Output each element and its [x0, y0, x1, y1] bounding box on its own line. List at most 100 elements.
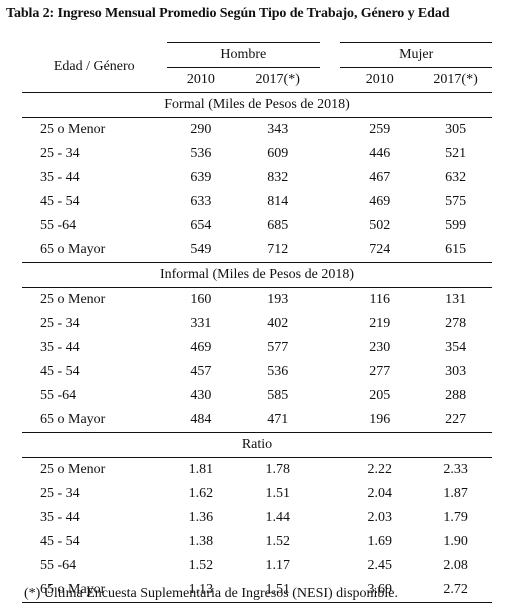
value-cell: 1.62 [188, 486, 214, 501]
age-label: 35 - 44 [40, 340, 80, 355]
table-row: 35 - 44 469 577 230 354 [22, 336, 492, 360]
value-cell: 3.69 [340, 578, 420, 603]
value-cell: 205 [369, 388, 391, 403]
value-cell: 131 [445, 292, 467, 307]
value-cell: 575 [445, 194, 467, 209]
year-header: 2010 [340, 67, 420, 93]
row-label-header: Edad / Género [22, 42, 167, 93]
value-cell: 1.36 [188, 510, 214, 525]
value-cell: 446 [369, 146, 391, 161]
age-label: 25 o Menor [40, 292, 106, 307]
value-cell: 1.78 [265, 462, 290, 477]
age-label: 45 - 54 [40, 194, 80, 209]
value-cell: 536 [267, 364, 289, 379]
table-row: 25 o Menor 160 193 116 131 [22, 288, 492, 313]
age-label: 45 - 54 [40, 534, 80, 549]
value-cell: 615 [445, 242, 467, 257]
value-cell: 277 [369, 364, 391, 379]
table-row: 65 o Mayor 484 471 196 227 [22, 408, 492, 433]
value-cell: 639 [190, 170, 212, 185]
table-row: 35 - 44 1.36 1.44 2.03 1.79 [22, 506, 492, 530]
column-gap [320, 482, 340, 506]
value-cell: 230 [369, 340, 391, 355]
age-label: 55 -64 [40, 558, 77, 573]
value-cell: 193 [267, 292, 289, 307]
column-gap [320, 408, 340, 433]
value-cell: 1.44 [265, 510, 290, 525]
column-gap [320, 118, 340, 143]
table-row: 65 o Mayor 1.13 1.51 3.69 2.72 [22, 578, 492, 603]
column-gap [320, 190, 340, 214]
value-cell: 469 [369, 194, 391, 209]
value-cell: 609 [267, 146, 289, 161]
value-cell: 278 [445, 316, 467, 331]
value-cell: 724 [369, 242, 391, 257]
value-cell: 219 [369, 316, 391, 331]
column-gap [320, 166, 340, 190]
value-cell: 1.38 [188, 534, 214, 549]
value-cell: 305 [445, 122, 467, 137]
income-table: Edad / Género Hombre Mujer 2010 2017(*) … [22, 42, 492, 603]
value-cell: 471 [267, 412, 289, 427]
table-row: 45 - 54 1.38 1.52 1.69 1.90 [22, 530, 492, 554]
footnote: (*) Última Encuesta Suplementaria de Ing… [24, 586, 399, 601]
value-cell: 712 [267, 242, 289, 257]
value-cell: 814 [267, 194, 289, 209]
table-row: 45 - 54 457 536 277 303 [22, 360, 492, 384]
age-label: 55 -64 [40, 388, 77, 403]
value-cell: 484 [190, 412, 212, 427]
table-row: 25 - 34 1.62 1.51 2.04 1.87 [22, 482, 492, 506]
value-cell: 585 [267, 388, 289, 403]
section-header: Informal (Miles de Pesos de 2018) [22, 262, 492, 288]
column-gap [320, 578, 341, 603]
value-cell: 457 [190, 364, 212, 379]
column-gap [320, 336, 340, 360]
value-cell: 1.51 [235, 578, 321, 603]
group-header-mujer: Mujer [340, 42, 492, 68]
age-label: 35 - 44 [40, 170, 80, 185]
value-cell: 502 [369, 218, 391, 233]
value-cell: 2.22 [367, 462, 393, 477]
column-gap [320, 506, 340, 530]
group-header-hombre: Hombre [166, 42, 321, 68]
value-cell: 654 [190, 218, 212, 233]
table-row: 45 - 54 633 814 469 575 [22, 190, 492, 214]
value-cell: 288 [445, 388, 467, 403]
column-gap [320, 288, 340, 313]
table-row: 55 -64 654 685 502 599 [22, 214, 492, 238]
value-cell: 116 [369, 292, 390, 307]
table-row: 55 -64 430 585 205 288 [22, 384, 492, 408]
value-cell: 1.87 [443, 486, 468, 501]
value-cell: 577 [267, 340, 289, 355]
age-label: 65 o Mayor [40, 412, 106, 427]
value-cell: 160 [190, 292, 212, 307]
value-cell: 467 [369, 170, 391, 185]
value-cell: 1.52 [188, 558, 214, 573]
value-cell: 633 [190, 194, 212, 209]
value-cell: 2.03 [367, 510, 393, 525]
year-header: 2017(*) [235, 67, 321, 93]
section-header: Formal (Miles de Pesos de 2018) [22, 92, 492, 118]
column-gap [320, 238, 340, 263]
table-row: 25 o Menor 290 343 259 305 [22, 118, 492, 143]
value-cell: 685 [267, 218, 289, 233]
column-gap [320, 312, 340, 336]
table-row: 25 o Menor 1.81 1.78 2.22 2.33 [22, 458, 492, 483]
age-label: 25 - 34 [40, 146, 80, 161]
value-cell: 469 [190, 340, 212, 355]
age-label: 25 - 34 [40, 486, 80, 501]
table-title: Tabla 2: Ingreso Mensual Promedio Según … [6, 6, 450, 21]
age-label: 25 o Menor [40, 122, 106, 137]
value-cell: 832 [267, 170, 289, 185]
value-cell: 331 [190, 316, 212, 331]
value-cell: 354 [445, 340, 467, 355]
column-gap [320, 530, 340, 554]
value-cell: 1.79 [443, 510, 468, 525]
value-cell: 196 [369, 412, 391, 427]
age-label: 45 - 54 [40, 364, 80, 379]
value-cell: 536 [190, 146, 212, 161]
value-cell: 227 [445, 412, 467, 427]
age-label: 65 o Mayor [22, 578, 167, 603]
column-gap [320, 214, 340, 238]
